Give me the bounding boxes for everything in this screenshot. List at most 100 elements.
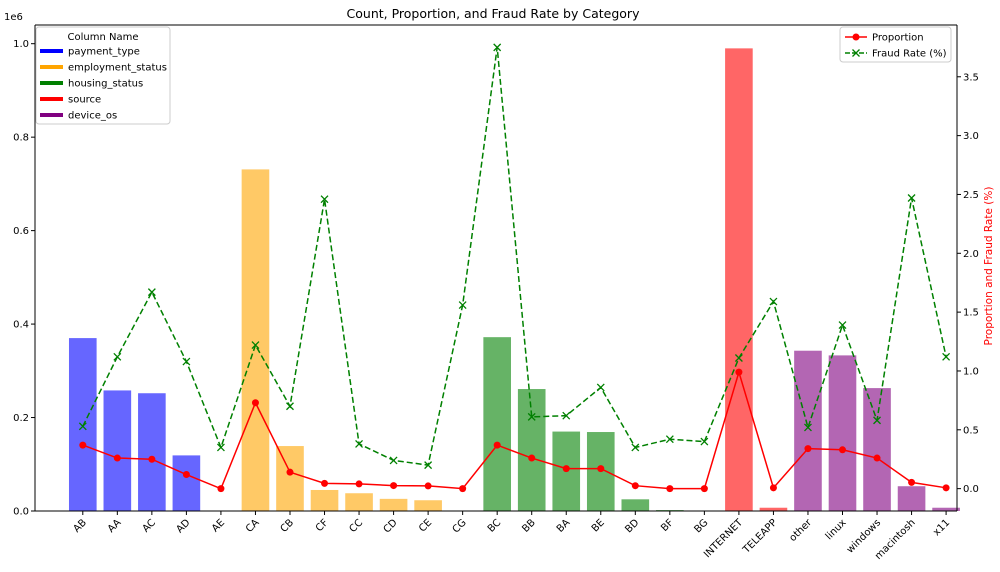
bar-ce bbox=[414, 500, 442, 511]
point-proportion bbox=[217, 485, 224, 492]
legend-marker-proportion bbox=[853, 34, 860, 41]
point-fraud-rate bbox=[183, 358, 190, 365]
point-proportion bbox=[459, 485, 466, 492]
bar-bd bbox=[621, 499, 649, 511]
bar-ad bbox=[173, 455, 201, 511]
point-proportion bbox=[701, 485, 708, 492]
bar-windows bbox=[863, 388, 891, 511]
x-tick-label-ab: AB bbox=[71, 517, 89, 535]
y2-axis-label: Proportion and Fraud Rate (%) bbox=[983, 187, 995, 346]
point-proportion bbox=[874, 455, 881, 462]
point-proportion bbox=[632, 482, 639, 489]
x-tick-label-bf: BF bbox=[659, 517, 676, 534]
point-proportion bbox=[148, 456, 155, 463]
legend-label-payment_type: payment_type bbox=[68, 47, 140, 58]
bar-cc bbox=[345, 493, 373, 511]
y-tick-label: 0.2 bbox=[13, 413, 29, 424]
point-proportion bbox=[286, 469, 293, 476]
legend-label-proportion: Proportion bbox=[872, 33, 924, 44]
bar-cb bbox=[276, 446, 304, 511]
x-tick-label-cf: CF bbox=[314, 517, 331, 534]
point-fraud-rate bbox=[943, 353, 950, 360]
point-fraud-rate bbox=[701, 438, 708, 445]
point-fraud-rate bbox=[217, 444, 224, 451]
point-proportion bbox=[183, 471, 190, 478]
x-tick-label-ba: BA bbox=[555, 517, 573, 535]
y-tick-label: 0.0 bbox=[13, 507, 29, 518]
x-tick-label-cb: CB bbox=[279, 517, 297, 535]
chart-title: Count, Proportion, and Fraud Rate by Cat… bbox=[347, 6, 641, 21]
bar-cd bbox=[380, 499, 408, 511]
x-tick-label-ce: CE bbox=[417, 517, 434, 534]
point-proportion bbox=[597, 465, 604, 472]
bar-internet bbox=[725, 48, 753, 511]
x-tick-label-be: BE bbox=[590, 517, 607, 534]
point-fraud-rate bbox=[286, 403, 293, 410]
x-tick-label-ad: AD bbox=[174, 517, 192, 535]
bars-layer bbox=[69, 48, 960, 511]
y2-tick-label: 0.0 bbox=[963, 484, 979, 495]
point-proportion bbox=[390, 482, 397, 489]
y-tick-label: 0.8 bbox=[13, 133, 29, 144]
x-tick-label-other: other bbox=[787, 517, 814, 544]
point-proportion bbox=[494, 442, 501, 449]
x-tick-label-bd: BD bbox=[623, 517, 641, 535]
y-tick-label: 0.6 bbox=[13, 226, 29, 237]
y2-tick-label: 3.5 bbox=[963, 72, 979, 83]
x-tick-label-linux: linux bbox=[824, 517, 849, 542]
legend-title: Column Name bbox=[68, 32, 139, 43]
point-proportion bbox=[321, 480, 328, 487]
bar-cf bbox=[311, 490, 339, 511]
point-proportion bbox=[943, 484, 950, 491]
bar-other bbox=[794, 351, 822, 511]
point-proportion bbox=[528, 455, 535, 462]
point-fraud-rate bbox=[148, 289, 155, 296]
y2-tick-label: 1.0 bbox=[963, 366, 979, 377]
point-proportion bbox=[356, 480, 363, 487]
point-proportion bbox=[908, 479, 915, 486]
point-fraud-rate bbox=[114, 353, 121, 360]
point-proportion bbox=[79, 442, 86, 449]
point-proportion bbox=[666, 485, 673, 492]
legend-label-source: source bbox=[68, 95, 101, 106]
y-axis-multiplier: 1e6 bbox=[4, 12, 23, 23]
x-tick-label-x11: x11 bbox=[931, 517, 952, 538]
x-tick-label-bg: BG bbox=[693, 517, 711, 535]
x-tick-label-teleapp: TELEAPP bbox=[741, 517, 780, 556]
point-proportion bbox=[252, 399, 259, 406]
y-tick-label: 0.4 bbox=[13, 320, 29, 331]
y2-tick-label: 0.5 bbox=[963, 425, 979, 436]
legend-label-employment_status: employment_status bbox=[68, 63, 167, 74]
point-proportion bbox=[839, 446, 846, 453]
x-tick-label-ca: CA bbox=[244, 517, 262, 535]
x-tick-label-aa: AA bbox=[106, 517, 124, 535]
point-proportion bbox=[770, 484, 777, 491]
legend-label-fraud-rate: Fraud Rate (%) bbox=[872, 49, 947, 60]
bar-macintosh bbox=[898, 486, 926, 511]
x-tick-label-bb: BB bbox=[520, 517, 538, 535]
y2-tick-label: 1.5 bbox=[963, 308, 979, 319]
x-tick-label-cd: CD bbox=[382, 517, 400, 535]
point-proportion bbox=[425, 482, 432, 489]
bar-ca bbox=[242, 169, 270, 511]
x-tick-label-cg: CG bbox=[451, 517, 469, 535]
bar-aa bbox=[104, 390, 132, 511]
point-fraud-rate bbox=[839, 322, 846, 329]
y2-tick-label: 3.0 bbox=[963, 131, 979, 142]
y-tick-label: 1.0 bbox=[13, 39, 29, 50]
bar-linux bbox=[829, 355, 857, 511]
y2-tick-label: 2.0 bbox=[963, 249, 979, 260]
x-tick-label-bc: BC bbox=[486, 517, 503, 534]
x-tick-label-ae: AE bbox=[210, 517, 227, 534]
x-tick-label-cc: CC bbox=[348, 517, 366, 535]
legend-label-device_os: device_os bbox=[68, 111, 117, 122]
bar-bc bbox=[483, 337, 511, 511]
x-tick-label-ac: AC bbox=[141, 517, 158, 534]
point-fraud-rate bbox=[390, 457, 397, 464]
y2-tick-label: 2.5 bbox=[963, 190, 979, 201]
legend-series: Proportion Fraud Rate (%) bbox=[840, 27, 951, 62]
point-fraud-rate bbox=[597, 384, 604, 391]
point-proportion bbox=[804, 445, 811, 452]
bar-ab bbox=[69, 338, 97, 511]
